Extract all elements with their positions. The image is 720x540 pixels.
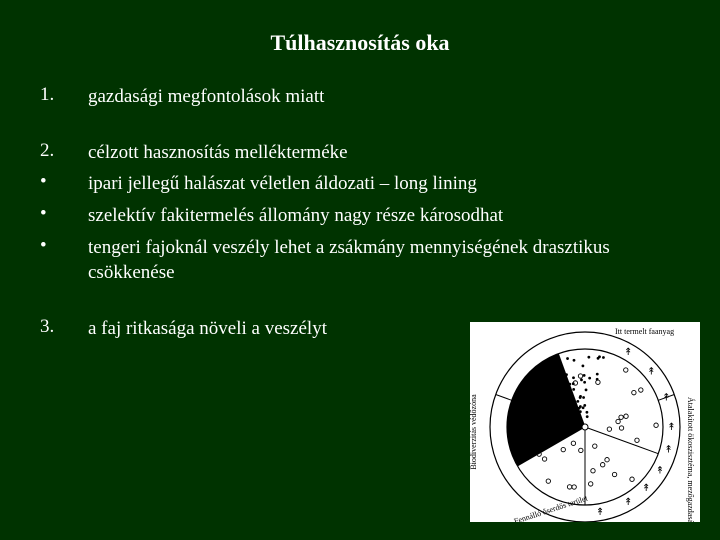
svg-text:↟: ↟ (642, 483, 650, 494)
list-item: 2.célzott hasznosítás mellékterméke (40, 140, 680, 166)
svg-text:↟: ↟ (667, 422, 675, 433)
svg-text:↟: ↟ (624, 497, 632, 508)
list-marker: 1. (40, 84, 88, 106)
svg-text:Átalakított ökoszisztéma, mező: Átalakított ökoszisztéma, mezőgazdasági … (686, 397, 696, 522)
svg-text:↟: ↟ (624, 347, 632, 358)
slide-title: Túlhasznosítás oka (40, 30, 680, 56)
svg-text:↟: ↟ (596, 507, 604, 518)
list-marker: 2. (40, 140, 88, 162)
list-marker: • (40, 235, 88, 257)
list-marker: • (40, 203, 88, 225)
list-item: •szelektív fakitermelés állomány nagy ré… (40, 203, 680, 229)
content-list: 1.gazdasági megfontolások miatt 2.célzott… (40, 84, 680, 341)
group-gap (40, 116, 680, 140)
list-item: •tengeri fajoknál veszély lehet a zsákmá… (40, 235, 680, 286)
list-marker: 3. (40, 316, 88, 338)
diagram-container: ↟↟↟↟↟↟↟↟↟Itt termelt faanyagÁtalakított … (470, 322, 700, 522)
list-text: gazdasági megfontolások miatt (88, 84, 680, 110)
svg-text:Itt termelt faanyag: Itt termelt faanyag (615, 327, 674, 336)
list-marker: • (40, 171, 88, 193)
svg-text:Biodiverzitás védőzóna: Biodiverzitás védőzóna (470, 394, 478, 470)
svg-text:↟: ↟ (656, 465, 664, 476)
list-item: •ipari jellegű halászat véletlen áldozat… (40, 171, 680, 197)
list-text: tengeri fajoknál veszély lehet a zsákmán… (88, 235, 680, 286)
svg-text:↟: ↟ (664, 444, 672, 455)
group-gap (40, 292, 680, 316)
list-item: 1.gazdasági megfontolások miatt (40, 84, 680, 110)
svg-text:↟: ↟ (647, 366, 655, 377)
list-text: célzott hasznosítás mellékterméke (88, 140, 680, 166)
circular-diagram: ↟↟↟↟↟↟↟↟↟Itt termelt faanyagÁtalakított … (470, 322, 700, 522)
svg-text:↟: ↟ (662, 392, 670, 403)
list-text: szelektív fakitermelés állomány nagy rés… (88, 203, 680, 229)
slide: Túlhasznosítás oka 1.gazdasági megfontol… (0, 0, 720, 540)
list-text: ipari jellegű halászat véletlen áldozati… (88, 171, 680, 197)
